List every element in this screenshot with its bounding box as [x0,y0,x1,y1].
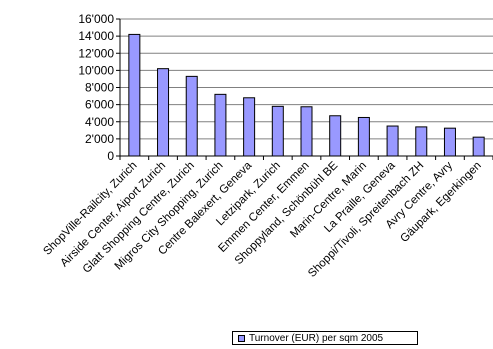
y-tick-label: 2'000 [85,132,114,146]
legend: Turnover (EUR) per sqm 2005 [232,331,418,345]
y-tick-label: 10'000 [78,63,114,77]
y-tick-label: 16'000 [78,12,114,26]
axes [116,18,493,160]
bar [386,125,399,157]
y-tick-label: 14'000 [78,29,114,43]
y-tick-label: 4'000 [85,115,114,129]
bar [415,126,428,157]
bars [128,33,485,157]
y-tick-label: 8'000 [85,81,114,95]
bar [214,93,227,157]
bar [357,116,370,157]
y-tick-label: 6'000 [85,98,114,112]
bar [128,33,141,157]
bar [472,136,485,157]
bar [300,106,313,157]
y-tick-label: 0 [107,149,114,163]
bar [329,115,342,157]
bar [443,127,456,157]
bar [243,97,256,157]
y-tick-labels: 0 2'000 4'000 6'000 8'000 10'000 12'000 14'000 1… [78,12,114,163]
x-category-label: Glatt Shopping Centre, Zurich [81,160,197,276]
legend-swatch [238,334,245,342]
legend-label: Turnover (EUR) per sqm 2005 [249,332,384,344]
bar [185,75,198,157]
bar [271,105,284,157]
bar [157,68,170,157]
gridlines [120,18,493,140]
y-tick-label: 12'000 [78,46,114,60]
